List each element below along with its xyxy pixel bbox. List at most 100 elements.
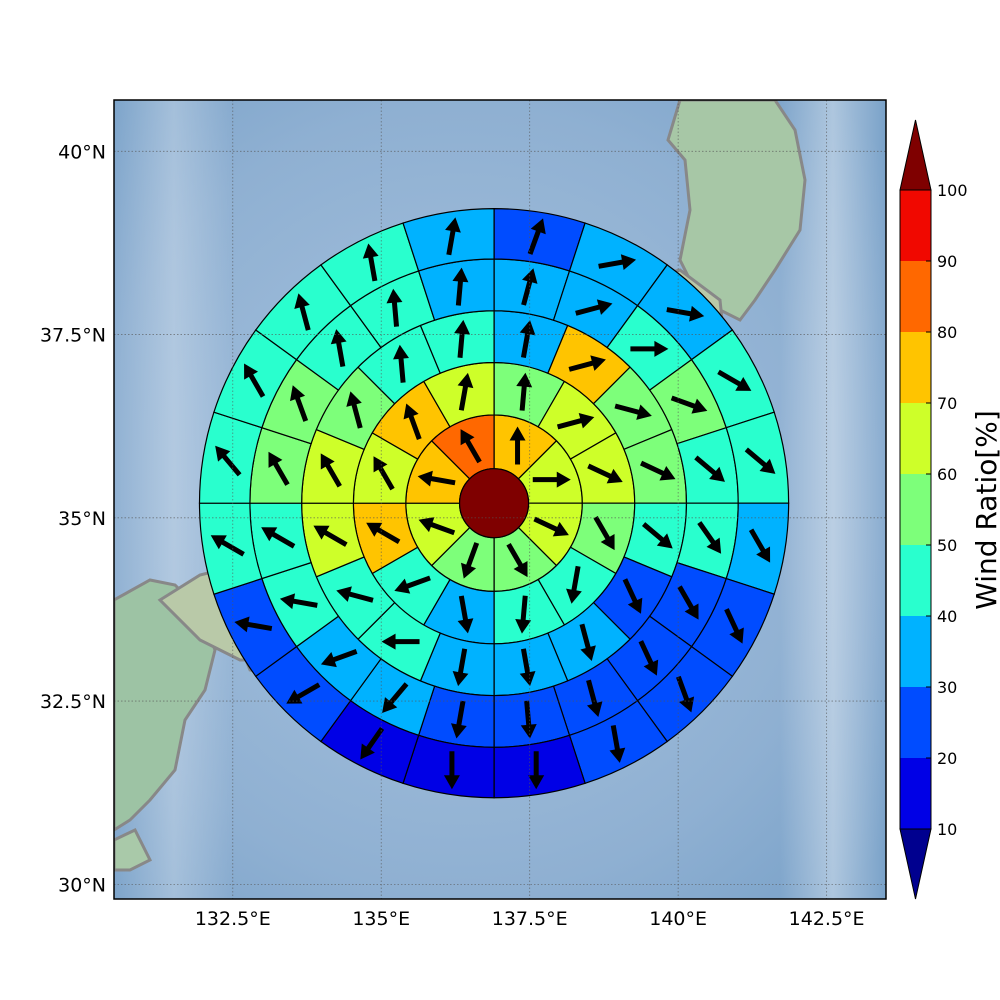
- ring-5-arrow-9: [609, 725, 626, 763]
- ring-3-arrow-7: [579, 623, 596, 661]
- ring-2-arrow-12: [457, 372, 474, 411]
- ring-5-arrow-2: [598, 254, 637, 271]
- ring-2-arrow-9: [366, 522, 401, 544]
- ring-1-arrow-3: [533, 516, 569, 537]
- ring-4-arrow-10: [520, 700, 537, 739]
- y-tick-label: 40°N: [58, 141, 106, 163]
- colorbar-segment-8: [900, 261, 931, 332]
- ring-3-arrow-6: [622, 578, 643, 614]
- colorbar-over-extension: [899, 119, 932, 191]
- land-kyushu: [114, 578, 217, 832]
- ring-4-arrow-16: [268, 451, 290, 486]
- ring-5-sector-20: [402, 207, 495, 272]
- ring-4-arrow-15: [261, 527, 296, 549]
- plot-area: [114, 100, 886, 899]
- ring-3-arrow-4: [640, 460, 676, 481]
- ring-5-arrow-5: [744, 447, 776, 474]
- ring-3-arrow-12: [313, 525, 348, 547]
- ring-2-arrow-5: [566, 565, 582, 604]
- x-tick-label: 137.5°E: [492, 908, 568, 930]
- ring-4-arrow-17: [290, 385, 309, 422]
- ring-3-arrow-2: [568, 355, 606, 372]
- ring-5-arrow-19: [362, 243, 379, 282]
- ring-4-arrow-11: [450, 700, 467, 739]
- ring-2-arrow-8: [394, 575, 431, 594]
- y-tick-label: 32.5°N: [40, 691, 106, 713]
- colorbar-frame: [899, 189, 932, 830]
- colorbar: 10 20 30 40 50 60 70 80 90 100: [899, 119, 968, 900]
- ring-5-arrow-1: [527, 218, 546, 255]
- colorbar-tick-label: 10: [937, 820, 957, 839]
- ring-3-arrow-9: [452, 648, 469, 687]
- colorbar-segment-2: [900, 687, 931, 758]
- colorbar-segment-4: [900, 545, 931, 616]
- colorbar-tick-label: 60: [937, 465, 957, 484]
- ring-4-arrow-18: [330, 329, 347, 367]
- land-kyushu-south: [114, 828, 153, 872]
- land-tohoku: [666, 100, 807, 322]
- ring-4-arrow-4: [670, 395, 708, 414]
- colorbar-segment-5: [900, 474, 931, 545]
- y-tick-label: 35°N: [58, 508, 106, 530]
- ring-4-arrow-20: [452, 267, 469, 306]
- ring-1-arrow-2: [532, 471, 571, 488]
- ring-4-arrow-13: [320, 649, 358, 668]
- ring-1-arrow-4: [506, 543, 528, 578]
- ring-5-arrow-14: [234, 616, 273, 633]
- ring-5-arrow-4: [717, 369, 752, 391]
- x-tick-label: 142.5°E: [789, 908, 865, 930]
- center-cell: [458, 468, 530, 539]
- x-tick-label: 140°E: [649, 908, 707, 930]
- ring-3-arrow-1: [519, 320, 536, 359]
- y-tick-label: 37.5°N: [40, 325, 106, 347]
- colorbar-tick-label: 20: [937, 749, 957, 768]
- ring-3-arrow-13: [320, 453, 342, 488]
- ring-2-arrow-11: [403, 403, 422, 441]
- ring-5-arrow-6: [748, 528, 771, 563]
- ring-5-arrow-13: [286, 682, 321, 704]
- ring-4-arrow-5: [694, 455, 725, 482]
- ring-4-arrow-14: [279, 593, 318, 610]
- y-tick-label: 30°N: [58, 874, 106, 896]
- ring-2-arrow-7: [457, 595, 474, 634]
- colorbar-tick-label: 80: [937, 323, 957, 342]
- colorbar-tick-label: 30: [937, 678, 957, 697]
- ring-5-arrow-15: [210, 535, 245, 557]
- ring-3-arrow-14: [346, 391, 363, 429]
- ring-2-arrow-4: [593, 515, 615, 551]
- ring-4-arrow-8: [638, 640, 659, 676]
- ring-1-arrow-1: [509, 426, 526, 465]
- ring-2-arrow-6: [515, 595, 532, 634]
- ring-5-arrow-16: [215, 445, 242, 477]
- ring-3-arrow-15: [393, 344, 409, 383]
- colorbar-segment-1: [900, 758, 931, 829]
- colorbar-tick-label: 100: [937, 181, 968, 200]
- ring-3-arrow-11: [336, 586, 374, 603]
- ring-3-arrow-3: [614, 403, 652, 420]
- colorbar-under-extension: [899, 828, 932, 900]
- colorbar-segment-7: [900, 332, 931, 403]
- gridlines: [114, 100, 886, 899]
- ring-4-arrow-2: [575, 299, 613, 316]
- ring-1-arrow-6: [418, 517, 456, 536]
- ring-1-arrow-7: [417, 470, 456, 487]
- ring-5-arrow-7: [724, 608, 744, 644]
- colorbar-tick-label: 90: [937, 252, 957, 271]
- ring-4-arrow-6: [697, 521, 722, 554]
- colorbar-segment-3: [900, 616, 931, 687]
- ring-3-arrow-10: [381, 633, 420, 650]
- ring-3-arrow-5: [641, 522, 673, 549]
- y-axis-ticks: 30°N 32.5°N 35°N 37.5°N 40°N: [40, 141, 106, 896]
- ring-5-arrow-17: [244, 363, 266, 398]
- x-tick-label: 132.5°E: [195, 908, 271, 930]
- ring-5-arrow-10: [528, 751, 545, 790]
- ring-2-arrow-2: [556, 412, 595, 430]
- wind-ratio-sectors: [198, 207, 790, 799]
- ring-4-arrow-3: [630, 340, 669, 357]
- colorbar-tick-label: 50: [937, 536, 957, 555]
- ring-4-arrow-9: [586, 679, 603, 717]
- ring-2-arrow-1: [516, 372, 533, 411]
- ring-1-arrow-5: [461, 542, 480, 579]
- x-axis-ticks: 132.5°E 135°E 137.5°E 140°E 142.5°E: [195, 908, 865, 930]
